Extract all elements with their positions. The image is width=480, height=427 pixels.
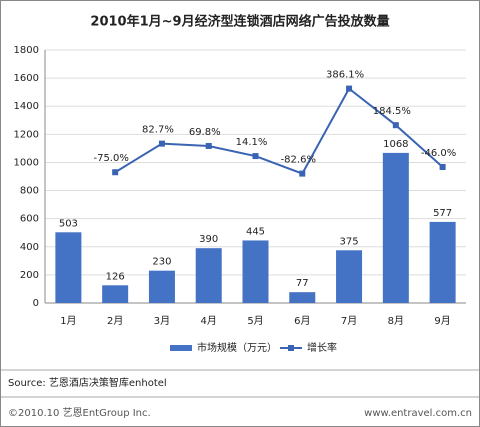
y-tick-label: 0 [33,298,39,309]
x-tick-label: 6月 [294,315,310,327]
bar [429,221,456,303]
y-tick-label: 200 [20,270,39,281]
line-label: -75.0% [93,153,128,164]
line-marker [252,153,259,160]
line-marker [392,122,399,129]
x-tick-label: 3月 [154,315,170,327]
x-tick-label: 8月 [388,315,404,327]
bar-label: 577 [433,208,452,219]
x-tick-label: 5月 [247,315,263,327]
bar [55,232,82,303]
y-tick-label: 600 [20,214,39,225]
footer-right: www.entravel.com.cn [364,408,472,419]
legend-label: 市场规模（万元） [197,341,277,354]
line-label: 14.1% [236,137,268,148]
bar-label: 445 [246,226,265,237]
y-tick-label: 1400 [14,101,39,112]
line-label: 184.5% [373,106,411,117]
bar-label: 390 [199,234,218,245]
x-tick-label: 7月 [341,315,357,327]
legend-label: 增长率 [307,341,337,354]
y-tick-label: 1000 [14,157,39,168]
footer-left: ©2010.10 艺恩EntGroup Inc. [8,407,151,419]
line [114,87,444,175]
y-tick-label: 1600 [14,73,39,84]
bar-label: 126 [106,271,125,282]
x-tick-label: 2月 [107,315,123,327]
bar [102,285,129,303]
line-marker [299,170,306,177]
y-tick-label: 800 [20,186,39,197]
line-label: -46.0% [421,148,456,159]
bar-label: 503 [59,218,78,229]
x-tick-label: 4月 [201,315,217,327]
legend-swatch [170,345,192,351]
x-tick-label: 9月 [434,315,450,327]
source: Source: 艺恩酒店决策智库enhotel [8,376,167,389]
bar [382,152,409,303]
bar-label: 230 [152,257,171,268]
chart-title: 2010年1月~9月经济型连锁酒店网络广告投放数量 [90,14,389,30]
line-label: 82.7% [142,125,174,136]
line-marker [205,142,212,149]
line-marker [346,85,353,92]
y-tick-label: 400 [20,242,39,253]
line-label: -82.6% [281,155,316,166]
line-label: 69.8% [189,127,221,138]
bar-label: 77 [296,278,309,289]
bar [148,270,175,303]
bar [195,248,222,303]
bar-label: 1068 [383,139,408,150]
bar [289,292,316,303]
line-label: 386.1% [326,70,364,81]
line-marker [112,169,119,176]
line-marker [158,140,165,147]
bar [336,250,363,303]
x-tick-label: 1月 [60,315,76,327]
legend-swatch [288,345,294,351]
y-tick-label: 1800 [14,45,39,56]
line-marker [439,163,446,170]
bar [242,240,269,303]
bar-label: 375 [340,236,359,247]
y-tick-label: 1200 [14,129,39,140]
